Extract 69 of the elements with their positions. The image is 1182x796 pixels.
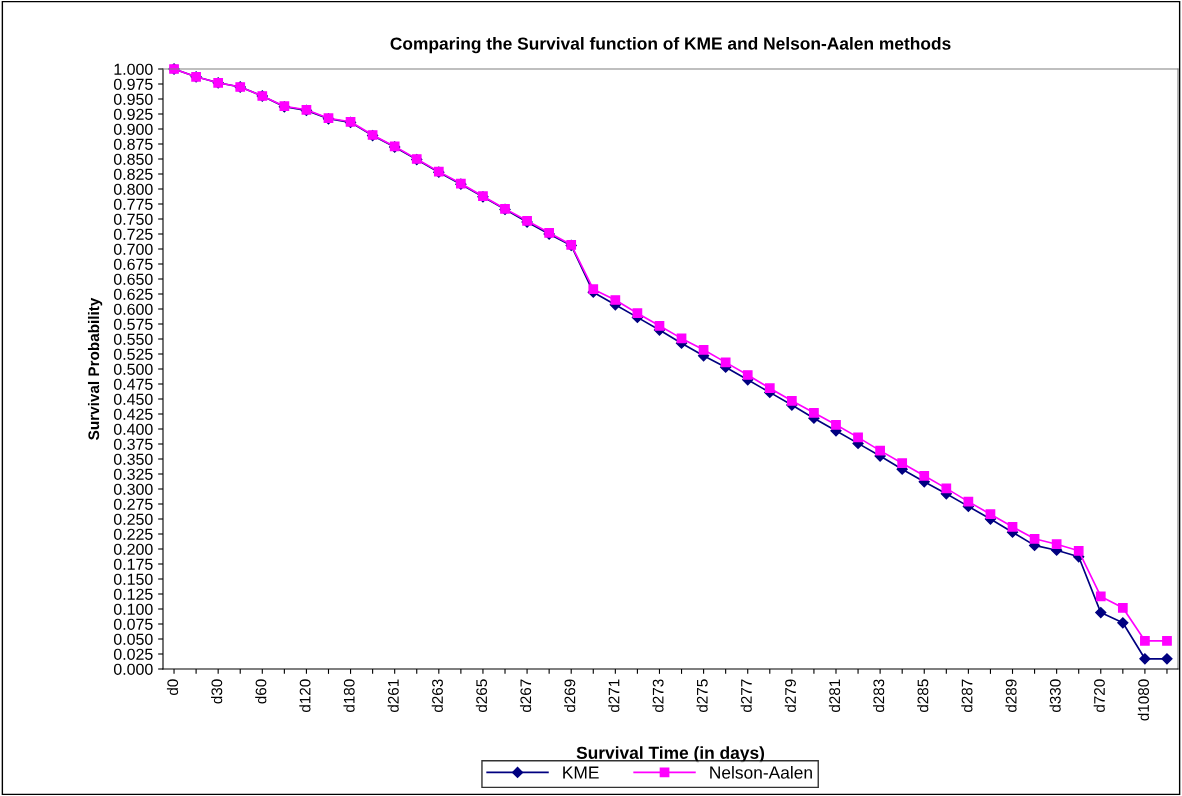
- y-tick-label: 0.700: [113, 243, 153, 255]
- y-tick-label: 0.075: [113, 618, 153, 630]
- x-tick-label: d275: [696, 679, 708, 713]
- y-tick-label: 0.175: [113, 558, 153, 570]
- x-tick-label: d283: [873, 679, 885, 713]
- x-tick-label: d289: [1005, 679, 1017, 713]
- y-tick-label: 0.375: [113, 438, 153, 450]
- x-tick-label: d287: [961, 679, 973, 713]
- y-axis-title: Survival Probability: [87, 297, 103, 440]
- y-tick-label: 0.450: [113, 393, 153, 405]
- y-tick-label: 0.225: [113, 528, 153, 540]
- y-tick-label: 0.475: [113, 378, 153, 390]
- x-tick-label: d279: [784, 679, 796, 713]
- y-tick-label: 0.775: [113, 198, 153, 210]
- y-tick-label: 0.275: [113, 498, 153, 510]
- x-tick-label: d273: [652, 679, 664, 713]
- y-tick-label: 0.675: [113, 258, 153, 270]
- x-tick-label: d263: [431, 679, 443, 713]
- y-tick-label: 0.100: [113, 603, 153, 615]
- x-tick-label: d60: [255, 679, 267, 704]
- x-tick-label: d269: [564, 679, 576, 713]
- y-tick-label: 0.125: [113, 588, 153, 600]
- y-tick-label: 0.975: [113, 78, 153, 90]
- y-tick-label: 0.750: [113, 213, 153, 225]
- y-tick-label: 0.500: [113, 363, 153, 375]
- y-tick-label: 0.825: [113, 168, 153, 180]
- y-tick-label: 0.000: [113, 663, 153, 675]
- y-tick-label: 0.900: [113, 123, 153, 135]
- chart-title: Comparing the Survival function of KME and Nelson-Aalen methods: [390, 36, 951, 54]
- y-tick-label: 0.300: [113, 483, 153, 495]
- y-tick-label: 0.425: [113, 408, 153, 420]
- y-tick-label: 0.200: [113, 543, 153, 555]
- y-tick-label: 0.025: [113, 648, 153, 660]
- x-tick-label: d281: [828, 679, 841, 713]
- y-tick-label: 0.325: [113, 468, 153, 480]
- x-axis-title: Survival Time (in days): [576, 746, 765, 763]
- y-tick-label: 0.850: [113, 153, 153, 165]
- y-tick-label: 0.150: [113, 573, 153, 585]
- y-tick-label: 1.000: [114, 63, 153, 75]
- y-tick-label: 0.575: [113, 318, 153, 330]
- x-tick-label: d120: [299, 679, 311, 713]
- x-tick-label: d30: [211, 679, 223, 704]
- x-tick-label: d330: [1049, 679, 1061, 713]
- x-tick-label: d267: [519, 679, 532, 713]
- y-tick-label: 0.400: [113, 423, 153, 435]
- x-tick-label: d1080: [1137, 679, 1149, 721]
- y-tick-label: 0.250: [113, 513, 153, 525]
- y-tick-label: 0.050: [113, 633, 153, 645]
- y-tick-label: 0.525: [113, 348, 153, 360]
- y-tick-label: 0.650: [113, 273, 153, 285]
- y-tick-label: 0.950: [113, 93, 153, 105]
- legend-label: KME: [563, 766, 599, 779]
- y-tick-label: 0.550: [113, 333, 153, 345]
- y-tick-label: 0.800: [113, 183, 153, 195]
- x-tick-label: d285: [917, 679, 929, 713]
- y-tick-label: 0.625: [113, 288, 153, 300]
- x-tick-label: d720: [1093, 679, 1105, 713]
- y-tick-label: 0.350: [113, 453, 153, 465]
- y-tick-label: 0.600: [113, 303, 153, 315]
- x-tick-label: d180: [343, 679, 355, 713]
- x-tick-label: d271: [608, 679, 620, 713]
- y-tick-label: 0.875: [113, 138, 153, 150]
- y-tick-label: 0.925: [113, 108, 153, 120]
- legend-label: Nelson-Aalen: [710, 765, 812, 779]
- x-tick-label: d261: [387, 679, 399, 713]
- x-tick-label: d277: [740, 679, 752, 713]
- x-tick-label: d0: [166, 679, 179, 696]
- x-tick-label: d265: [475, 679, 488, 713]
- y-tick-label: 0.725: [113, 228, 153, 240]
